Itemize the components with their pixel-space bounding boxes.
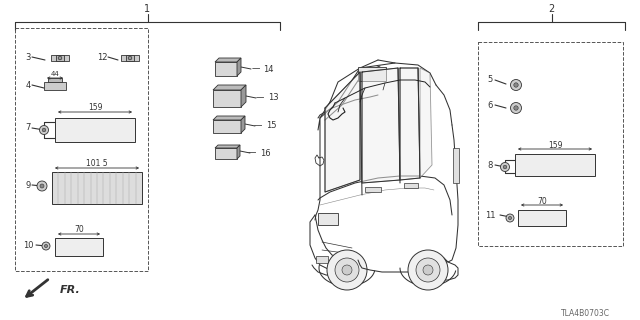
- Text: 12: 12: [97, 52, 108, 61]
- Circle shape: [44, 244, 47, 248]
- Bar: [213, 90, 241, 107]
- Text: —: —: [254, 122, 262, 131]
- Bar: [48, 78, 62, 82]
- Bar: [478, 42, 623, 246]
- Circle shape: [514, 106, 518, 110]
- Polygon shape: [215, 58, 241, 62]
- Polygon shape: [420, 68, 432, 178]
- Bar: [44, 82, 66, 90]
- Bar: [213, 120, 241, 133]
- Text: 1: 1: [145, 4, 150, 14]
- Text: 4: 4: [26, 81, 31, 90]
- Circle shape: [58, 56, 62, 60]
- Text: TLA4B0703C: TLA4B0703C: [561, 308, 610, 317]
- Text: 101 5: 101 5: [86, 159, 108, 169]
- Text: —: —: [256, 93, 264, 102]
- Text: 10: 10: [23, 241, 33, 250]
- Polygon shape: [400, 68, 420, 180]
- Polygon shape: [237, 58, 241, 76]
- Bar: [56, 55, 63, 61]
- Text: 70: 70: [537, 196, 547, 205]
- Text: 13: 13: [268, 93, 278, 102]
- Text: 15: 15: [266, 122, 276, 131]
- Bar: [518, 210, 566, 226]
- Text: 159: 159: [88, 103, 102, 113]
- Bar: [515, 154, 595, 176]
- Circle shape: [503, 165, 507, 169]
- Bar: [127, 55, 134, 61]
- Circle shape: [511, 102, 522, 114]
- Text: 2: 2: [548, 4, 555, 14]
- Text: FR.: FR.: [60, 285, 81, 295]
- Bar: [51, 55, 69, 61]
- Polygon shape: [241, 85, 246, 107]
- Bar: [318, 213, 338, 225]
- Text: 3: 3: [26, 52, 31, 61]
- Polygon shape: [362, 68, 400, 183]
- Circle shape: [335, 258, 359, 282]
- Bar: [358, 67, 386, 81]
- Bar: [55, 118, 135, 142]
- Circle shape: [342, 265, 352, 275]
- Text: 5: 5: [488, 76, 493, 84]
- Polygon shape: [237, 145, 240, 159]
- Circle shape: [40, 184, 44, 188]
- Text: 8: 8: [487, 161, 493, 170]
- Polygon shape: [241, 116, 245, 133]
- Polygon shape: [213, 85, 246, 90]
- Polygon shape: [325, 72, 360, 192]
- Polygon shape: [215, 145, 240, 148]
- Circle shape: [506, 214, 514, 222]
- Text: 159: 159: [548, 140, 563, 149]
- Circle shape: [327, 250, 367, 290]
- Bar: [215, 148, 237, 159]
- Bar: [121, 55, 139, 61]
- Text: 70: 70: [74, 226, 84, 235]
- Polygon shape: [213, 116, 245, 120]
- Text: 7: 7: [26, 124, 31, 132]
- Circle shape: [37, 181, 47, 191]
- Circle shape: [40, 125, 49, 134]
- Bar: [52, 172, 142, 204]
- Text: 14: 14: [263, 65, 273, 74]
- Text: 44: 44: [51, 71, 60, 77]
- Text: —: —: [248, 148, 256, 157]
- Bar: [316, 256, 328, 263]
- Circle shape: [514, 83, 518, 87]
- Circle shape: [42, 242, 50, 250]
- Text: —: —: [252, 65, 260, 74]
- Text: 6: 6: [487, 100, 493, 109]
- Circle shape: [42, 128, 46, 132]
- Circle shape: [408, 250, 448, 290]
- Bar: [215, 62, 237, 76]
- Text: 16: 16: [260, 148, 271, 157]
- Circle shape: [508, 216, 511, 220]
- Bar: [365, 187, 381, 192]
- Circle shape: [423, 265, 433, 275]
- Circle shape: [500, 163, 509, 172]
- Circle shape: [416, 258, 440, 282]
- Circle shape: [128, 56, 132, 60]
- Bar: [15, 28, 148, 271]
- Bar: [453, 148, 459, 183]
- Text: 11: 11: [484, 211, 495, 220]
- Bar: [404, 183, 418, 188]
- Text: 9: 9: [26, 180, 31, 189]
- Bar: [55, 238, 103, 256]
- Circle shape: [511, 79, 522, 91]
